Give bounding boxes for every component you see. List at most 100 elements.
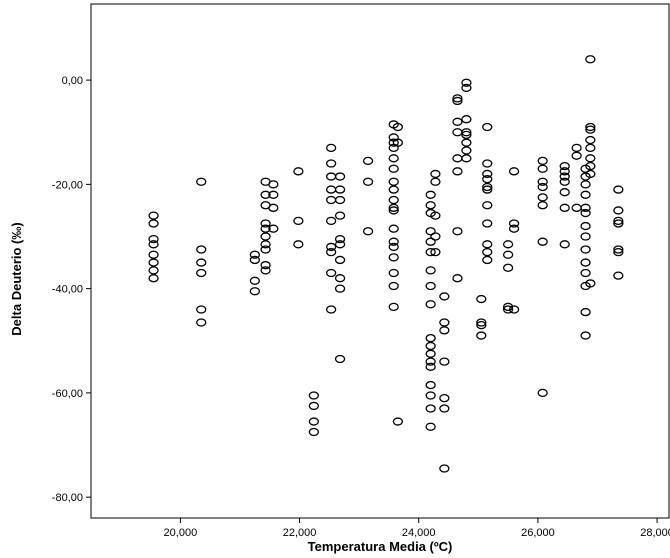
data-point	[580, 203, 591, 212]
data-point	[260, 190, 271, 199]
data-point	[148, 250, 159, 259]
y-tick-label: -40,00	[52, 284, 83, 296]
data-point	[580, 307, 591, 317]
data-point	[425, 357, 436, 366]
data-point	[148, 211, 159, 220]
data-point	[425, 281, 436, 291]
data-point	[334, 354, 346, 364]
data-point	[580, 331, 591, 340]
data-point	[559, 240, 570, 249]
data-point	[425, 227, 436, 236]
data-point	[585, 161, 596, 171]
data-point	[461, 146, 472, 155]
data-point	[260, 232, 271, 241]
data-point	[392, 122, 404, 132]
x-axis-title: Temperatura Media (ºC)	[308, 539, 453, 554]
data-point	[325, 216, 337, 226]
data-point	[392, 138, 404, 147]
data-point	[308, 391, 320, 400]
data-point	[430, 211, 441, 220]
y-axis-title: Delta Deuterio (‰)	[9, 222, 24, 335]
data-point	[308, 427, 320, 437]
data-point	[452, 227, 463, 236]
data-point	[613, 219, 624, 228]
data-point	[452, 117, 463, 126]
data-point	[537, 182, 548, 192]
data-point	[196, 268, 207, 278]
data-point	[580, 221, 591, 231]
data-point	[613, 271, 624, 280]
data-point	[452, 274, 463, 283]
data-point	[268, 224, 279, 233]
data-point	[585, 154, 596, 163]
axis-ticks: 20,000 22,000 24,000 26,000 28,000 0,00 -20,00…	[52, 75, 670, 539]
data-point	[585, 279, 596, 288]
data-point	[334, 234, 346, 244]
data-point	[148, 258, 159, 267]
data-point	[325, 143, 337, 153]
data-point	[325, 305, 337, 314]
data-point	[425, 422, 436, 431]
data-point	[425, 247, 436, 257]
data-point	[388, 185, 399, 194]
data-point	[425, 391, 436, 400]
data-point	[439, 393, 450, 403]
data-point	[388, 203, 399, 212]
data-point	[613, 245, 624, 254]
data-point	[260, 240, 271, 249]
data-point	[559, 172, 570, 181]
data-point	[148, 234, 159, 244]
data-point	[334, 185, 346, 194]
data-point	[482, 255, 493, 265]
data-point	[362, 177, 374, 186]
data-point	[580, 232, 591, 241]
data-point	[325, 268, 337, 278]
data-point	[482, 182, 493, 192]
data-point	[308, 401, 320, 411]
plot-frame	[90, 3, 670, 519]
data-point	[425, 237, 436, 246]
data-point	[439, 326, 450, 335]
data-point	[482, 159, 493, 168]
data-point	[482, 219, 493, 228]
data-point	[148, 240, 159, 249]
data-point	[537, 193, 548, 202]
data-point	[334, 255, 346, 265]
data-point	[482, 201, 493, 210]
data-point	[196, 318, 207, 327]
data-point	[308, 417, 320, 426]
data-point	[325, 159, 337, 168]
data-point	[502, 302, 514, 312]
data-point	[430, 232, 441, 241]
data-points	[148, 55, 624, 473]
data-point	[482, 122, 493, 132]
data-point	[362, 156, 374, 166]
data-point	[482, 185, 493, 194]
data-point	[334, 172, 346, 181]
data-point	[537, 237, 548, 246]
data-point	[430, 169, 441, 179]
data-point	[425, 300, 436, 309]
data-point	[362, 227, 374, 236]
data-point	[580, 268, 591, 278]
data-point	[249, 287, 261, 296]
data-point	[585, 169, 596, 179]
data-point	[196, 245, 207, 254]
data-point	[196, 258, 207, 267]
data-point	[425, 380, 436, 390]
data-point	[585, 125, 596, 134]
data-point	[461, 130, 472, 139]
data-point	[502, 250, 514, 259]
data-point	[559, 203, 570, 212]
data-point	[325, 242, 337, 252]
data-point	[249, 255, 261, 265]
data-point	[537, 164, 548, 173]
y-tick-label: -60,00	[52, 388, 83, 400]
data-point	[508, 219, 520, 228]
data-point	[613, 206, 624, 215]
data-point	[571, 151, 582, 160]
data-point	[388, 242, 399, 252]
data-point	[425, 201, 436, 210]
data-point	[452, 96, 463, 106]
